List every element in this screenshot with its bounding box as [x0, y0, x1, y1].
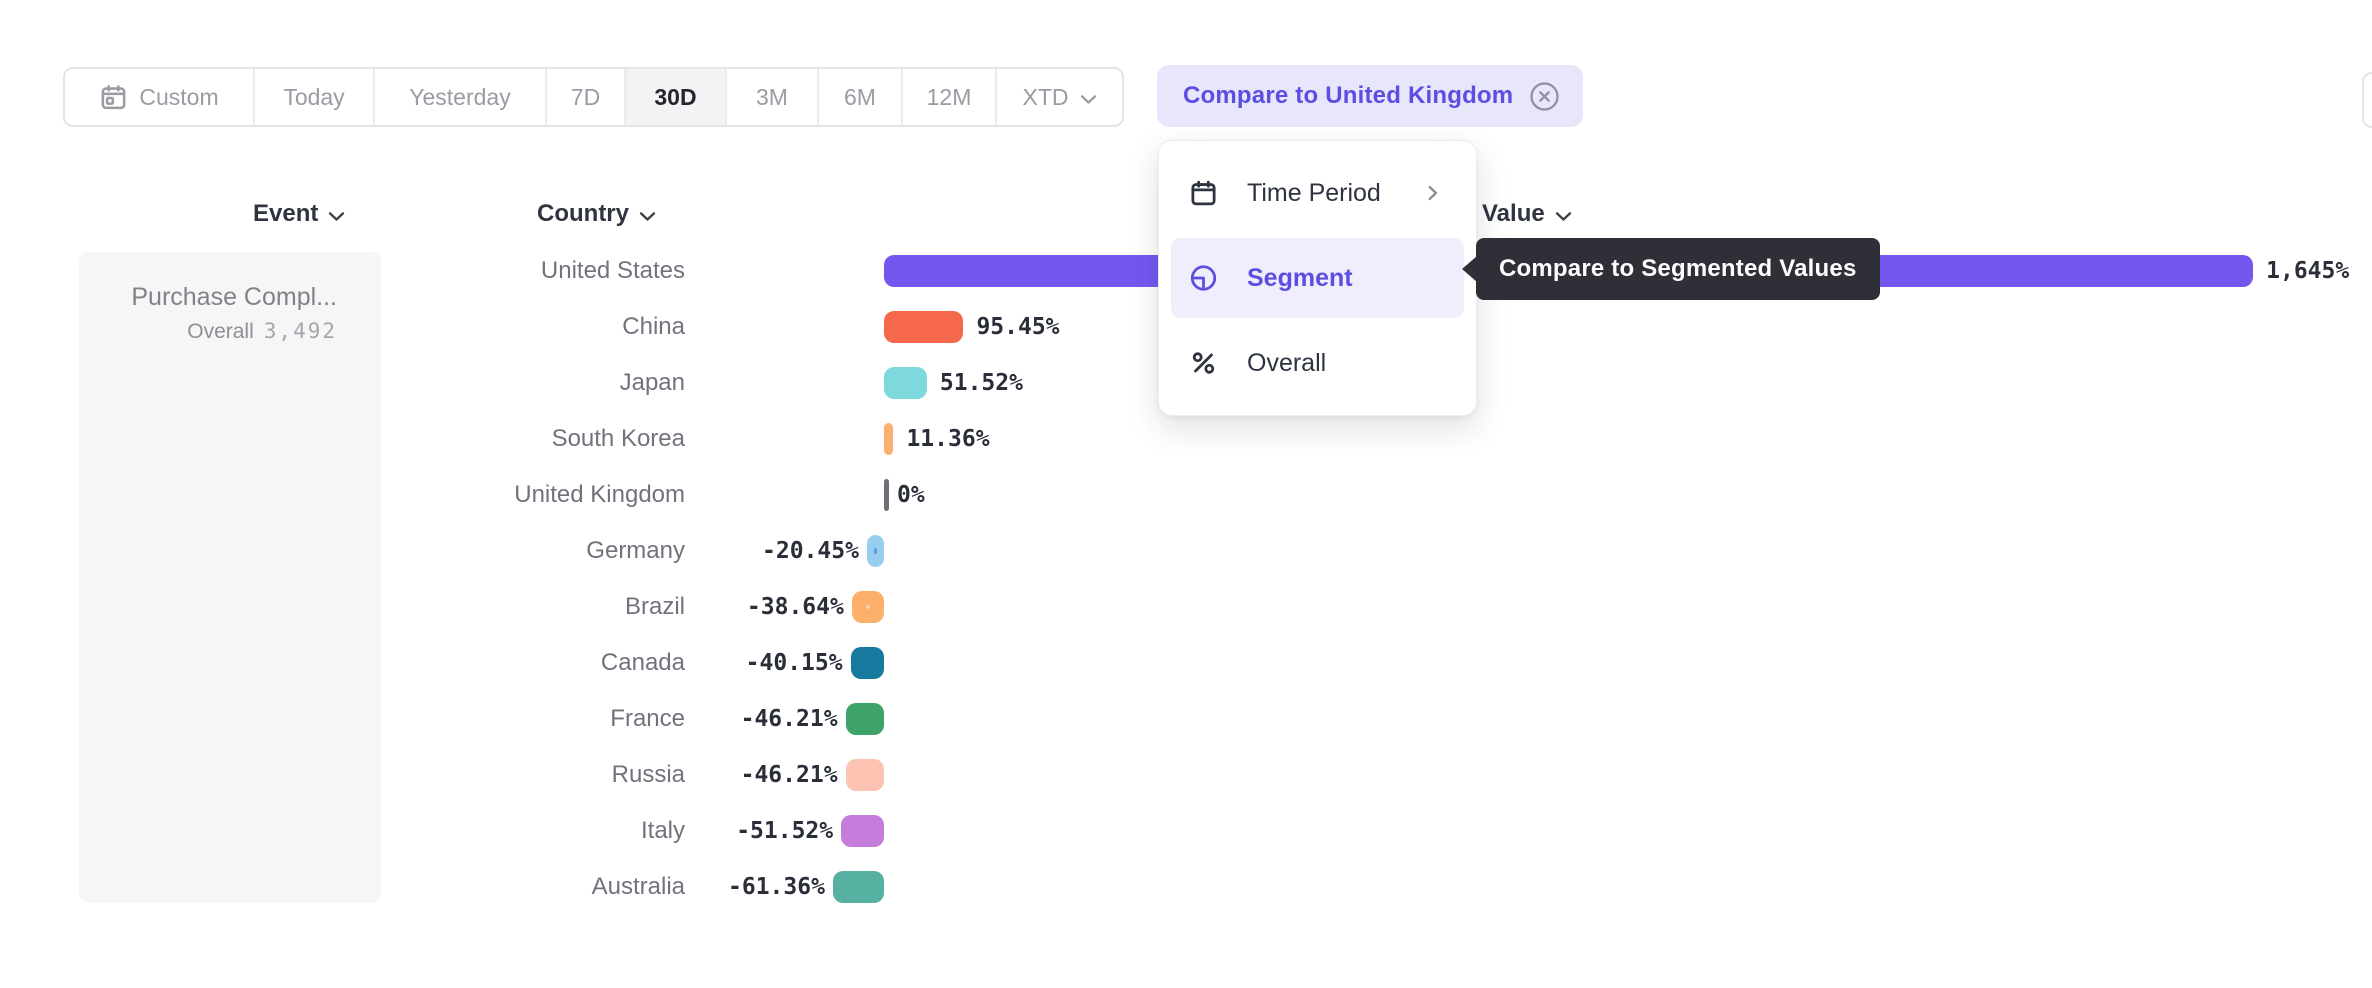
event-row[interactable]: Purchase Compl... Overall 3,492 [79, 252, 381, 344]
period-label: 3M [756, 83, 788, 110]
value-label: -51.52% [736, 818, 834, 844]
period-button-today[interactable]: Today [255, 69, 375, 125]
value-label: -46.21% [740, 762, 838, 788]
country-label: United States [540, 257, 685, 284]
menu-item-label: Time Period [1247, 178, 1381, 207]
value-bar[interactable] [884, 479, 889, 511]
event-overall-label: Overall [187, 320, 254, 343]
period-button-custom[interactable]: Custom [65, 69, 255, 125]
compare-chip-label: Compare to United Kingdom [1183, 82, 1514, 109]
column-header-value[interactable]: Value [1482, 199, 1572, 229]
column-header-country[interactable]: Country [537, 199, 656, 229]
period-label: XTD [1022, 83, 1069, 110]
value-label: -61.36% [728, 874, 825, 900]
value-bar[interactable] [832, 871, 884, 903]
menu-item-label: Overall [1247, 348, 1327, 377]
chevron-down-icon [1555, 211, 1572, 222]
column-header-label: Event [253, 200, 319, 227]
chevron-right-icon [1417, 182, 1446, 204]
chevron-down-icon [1080, 94, 1097, 105]
country-label: Germany [586, 537, 685, 564]
period-button-xtd[interactable]: XTD [997, 69, 1122, 125]
tooltip-text: Compare to Segmented Values [1476, 238, 1880, 300]
segment-icon [1189, 263, 1218, 293]
country-label: Brazil [624, 593, 685, 620]
value-label: 95.45% [976, 314, 1060, 340]
value-label: 51.52% [939, 370, 1023, 396]
chevron-down-icon [639, 211, 656, 222]
value-bar[interactable] [884, 311, 964, 343]
value-bar[interactable] [866, 535, 884, 567]
value-label: 11.36% [906, 426, 990, 452]
tooltip-arrow [1462, 256, 1477, 282]
event-overall: Overall 3,492 [79, 319, 337, 344]
column-header-label: Country [537, 200, 629, 227]
country-label: China [622, 313, 685, 340]
value-bar[interactable] [851, 591, 884, 623]
value-label: -46.21% [740, 706, 838, 732]
country-label: Japan [619, 369, 685, 396]
value-bar[interactable] [841, 815, 884, 847]
event-name: Purchase Compl... [131, 283, 337, 311]
period-label: 30D [654, 83, 697, 110]
value-bar[interactable] [845, 759, 884, 791]
menu-item-time-period[interactable]: Time Period [1171, 153, 1464, 233]
period-label: Custom [139, 83, 219, 110]
country-label: Australia [591, 873, 685, 900]
event-overall-value: 3,492 [263, 319, 337, 343]
clipped-button[interactable] [2362, 72, 2372, 128]
menu-item-label: Segment [1247, 263, 1353, 292]
tooltip: Compare to Segmented Values [1462, 238, 1880, 300]
event-panel: Purchase Compl... Overall 3,492 [79, 252, 381, 903]
value-label: 1,645% [2266, 258, 2350, 284]
period-button-7d[interactable]: 7D [547, 69, 626, 125]
period-label: 12M [926, 83, 972, 110]
period-label: 6M [844, 83, 876, 110]
chevron-down-icon [328, 211, 345, 222]
period-button-6m[interactable]: 6M [819, 69, 903, 125]
period-label: Yesterday [409, 83, 511, 110]
country-label: Russia [611, 761, 685, 788]
country-label: Italy [640, 817, 685, 844]
remove-compare-icon[interactable] [1528, 80, 1561, 113]
menu-item-segment[interactable]: Segment [1171, 238, 1464, 318]
period-button-30d[interactable]: 30D [626, 69, 727, 125]
value-bar[interactable] [884, 367, 927, 399]
period-button-yesterday[interactable]: Yesterday [375, 69, 547, 125]
country-label: Canada [600, 649, 685, 676]
country-label: France [610, 705, 685, 732]
percent-icon [1189, 348, 1218, 378]
period-label: Today [283, 83, 345, 110]
country-label: South Korea [551, 425, 685, 452]
column-header-event[interactable]: Event [253, 199, 345, 229]
country-label: United Kingdom [514, 481, 685, 508]
column-header-label: Value [1482, 200, 1545, 227]
value-label: -40.15% [745, 650, 843, 676]
compare-chip[interactable]: Compare to United Kingdom [1157, 65, 1584, 127]
calendar-icon [99, 83, 128, 112]
period-button-12m[interactable]: 12M [903, 69, 997, 125]
value-label: 0% [897, 482, 925, 508]
value-bar[interactable] [884, 423, 894, 455]
calendar-icon [1189, 179, 1218, 208]
value-bar[interactable] [850, 647, 884, 679]
value-label: -20.45% [762, 538, 859, 564]
menu-item-overall[interactable]: Overall [1171, 323, 1464, 403]
value-bar[interactable] [845, 703, 884, 735]
time-range-toolbar: Custom Today Yesterday 7D 30D 3M 6M 12M XTD [63, 67, 1124, 127]
period-button-3m[interactable]: 3M [727, 69, 819, 125]
period-label: 7D [570, 83, 601, 110]
compare-dropdown-menu: Time Period Segment Overall [1158, 140, 1477, 416]
value-label: -38.64% [746, 594, 844, 620]
